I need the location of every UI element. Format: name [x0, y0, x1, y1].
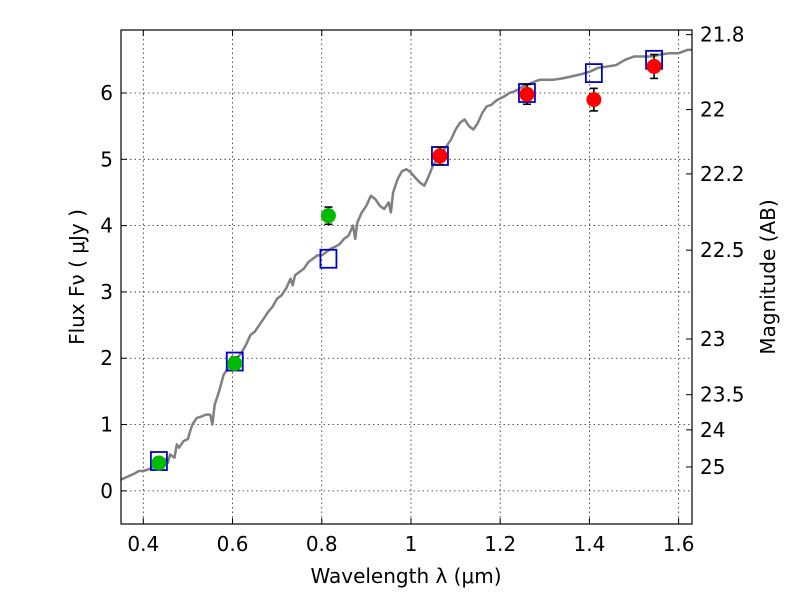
- right-tick-label: 21.8: [700, 23, 745, 47]
- grid-lines: [121, 30, 692, 524]
- right-tick-label: 23.5: [700, 383, 745, 407]
- model-square-point: [319, 248, 338, 269]
- x-tick-label: 0.6: [217, 532, 249, 556]
- marker-layer: [150, 49, 663, 471]
- observed-point: [586, 92, 602, 108]
- x-tick-label: 1: [405, 532, 418, 556]
- right-tick-label: 22.5: [700, 238, 745, 262]
- y-tick-label: 2: [100, 346, 113, 370]
- observed-point: [432, 148, 448, 164]
- right-tick-label: 22.2: [700, 162, 745, 186]
- x-tick-label: 1.2: [484, 532, 516, 556]
- y-tick-label: 6: [100, 81, 113, 105]
- x-tick-label: 1.4: [573, 532, 605, 556]
- y-tick-label: 5: [100, 147, 113, 171]
- right-tick-label: 24: [700, 418, 725, 442]
- y-tick-label: 4: [100, 214, 113, 238]
- right-tick-label: 23: [700, 327, 725, 351]
- y-tick-label: 3: [100, 280, 113, 304]
- x-axis-label: Wavelength λ (μm): [310, 564, 501, 588]
- ticks: 0.4 0.6 0.8 1 1.2 1.4 1.6012345621.82222.222.5…: [100, 23, 744, 556]
- model-square-point: [584, 63, 603, 84]
- observed-point: [646, 58, 662, 74]
- y-axis-label: Flux Fν ( μJy ): [65, 209, 89, 345]
- spectrum-layer: [120, 48, 692, 481]
- spectrum-line: [120, 48, 692, 481]
- y-tick-label: 0: [100, 479, 113, 503]
- right-tick-label: 22: [700, 98, 725, 122]
- x-tick-label: 0.8: [306, 532, 338, 556]
- observed-point: [320, 208, 336, 224]
- x-tick-label: 0.4: [127, 532, 159, 556]
- plot-frame: [120, 29, 693, 525]
- x-tick-label: 1.6: [663, 532, 695, 556]
- observed-point: [151, 455, 167, 471]
- right-axis-label: Magnitude (AB): [756, 199, 780, 354]
- y-tick-label: 1: [100, 413, 113, 437]
- observed-point: [519, 86, 535, 102]
- observed-point: [227, 356, 243, 372]
- right-tick-label: 25: [700, 455, 725, 479]
